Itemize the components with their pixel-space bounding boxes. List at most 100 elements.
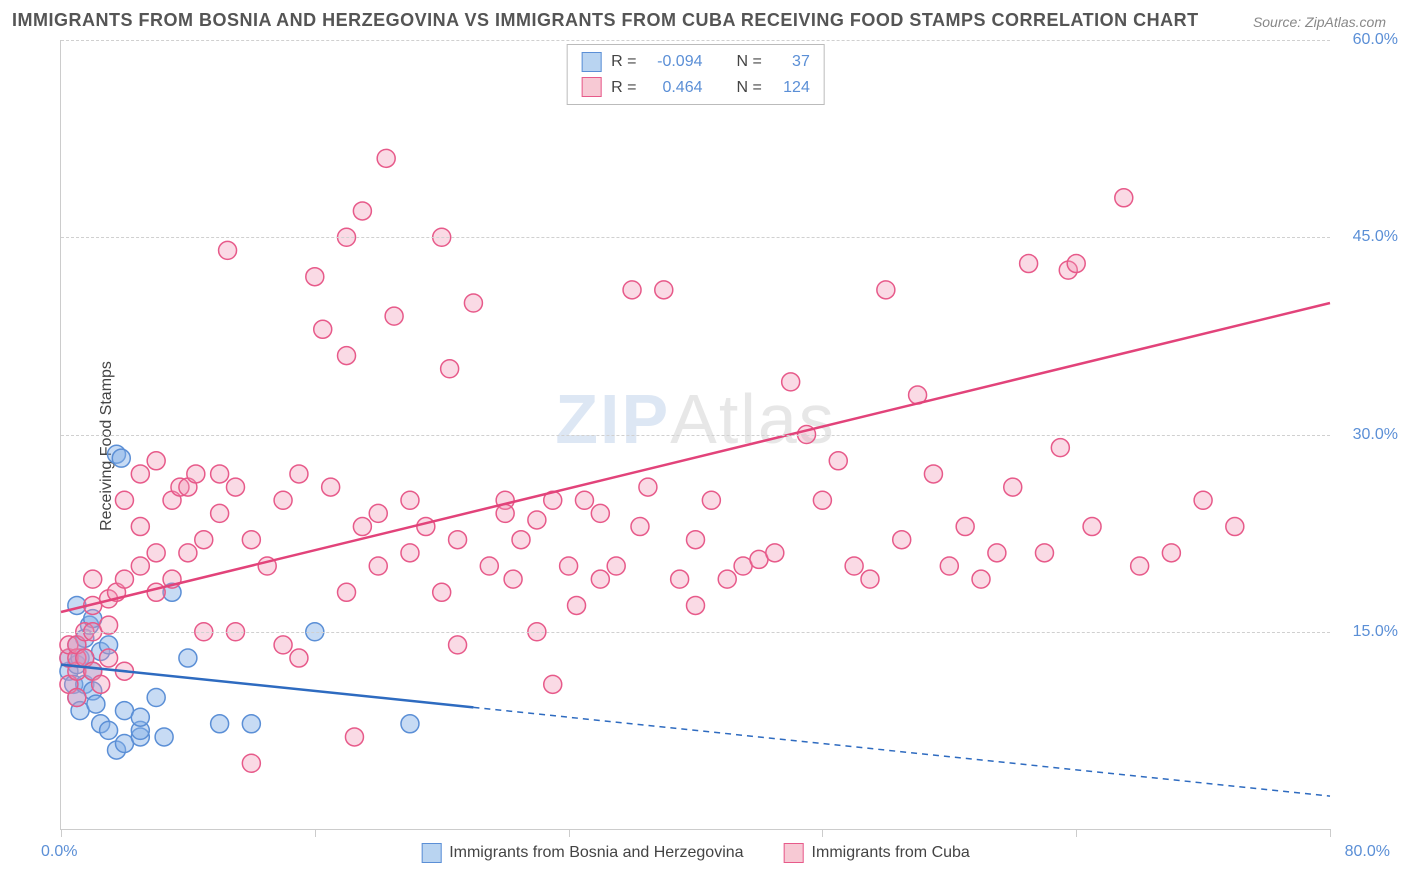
data-point-cuba (972, 570, 990, 588)
data-point-bosnia (179, 649, 197, 667)
data-point-cuba (68, 689, 86, 707)
series-legend-item: Immigrants from Cuba (784, 843, 970, 863)
data-point-cuba (147, 544, 165, 562)
data-point-bosnia (401, 715, 419, 733)
data-point-cuba (345, 728, 363, 746)
data-point-cuba (512, 531, 530, 549)
data-point-bosnia (242, 715, 260, 733)
data-point-cuba (274, 491, 292, 509)
data-point-cuba (1131, 557, 1149, 575)
data-point-cuba (639, 478, 657, 496)
series-legend-label: Immigrants from Bosnia and Herzegovina (449, 844, 743, 862)
y-tick-label: 15.0% (1353, 623, 1398, 641)
y-tick-label: 60.0% (1353, 31, 1398, 49)
data-point-bosnia (147, 689, 165, 707)
data-point-cuba (417, 518, 435, 536)
stats-legend-row: R =0.464N =124 (581, 75, 810, 101)
data-point-cuba (607, 557, 625, 575)
data-point-cuba (940, 557, 958, 575)
data-point-cuba (1226, 518, 1244, 536)
data-point-cuba (631, 518, 649, 536)
data-point-cuba (353, 202, 371, 220)
data-point-cuba (115, 570, 133, 588)
data-point-cuba (369, 504, 387, 522)
x-axis-max-label: 80.0% (1345, 843, 1390, 861)
source-attribution: Source: ZipAtlas.com (1253, 14, 1386, 30)
data-point-cuba (147, 452, 165, 470)
data-point-cuba (290, 465, 308, 483)
data-point-cuba (401, 544, 419, 562)
data-point-cuba (575, 491, 593, 509)
data-point-cuba (84, 570, 102, 588)
data-point-cuba (211, 465, 229, 483)
data-point-cuba (441, 360, 459, 378)
legend-swatch (784, 843, 804, 863)
x-tick (315, 829, 316, 837)
data-point-cuba (1115, 189, 1133, 207)
data-point-cuba (306, 268, 324, 286)
data-point-cuba (1067, 255, 1085, 273)
legend-r-value: -0.094 (647, 49, 703, 75)
legend-r-label: R = (611, 49, 636, 75)
data-point-cuba (845, 557, 863, 575)
trend-line-bosnia (61, 665, 473, 708)
data-point-cuba (988, 544, 1006, 562)
legend-n-value: 124 (772, 75, 810, 101)
data-point-cuba (242, 754, 260, 772)
data-point-cuba (377, 149, 395, 167)
data-point-bosnia (155, 728, 173, 746)
data-point-cuba (1020, 255, 1038, 273)
stats-legend-row: R =-0.094N =37 (581, 49, 810, 75)
data-point-cuba (1004, 478, 1022, 496)
data-point-cuba (179, 544, 197, 562)
data-point-cuba (861, 570, 879, 588)
series-legend-label: Immigrants from Cuba (812, 844, 970, 862)
legend-r-value: 0.464 (647, 75, 703, 101)
y-tick-label: 45.0% (1353, 228, 1398, 246)
data-point-cuba (623, 281, 641, 299)
data-point-cuba (369, 557, 387, 575)
data-point-cuba (195, 531, 213, 549)
legend-swatch (581, 52, 601, 72)
data-point-cuba (401, 491, 419, 509)
data-point-cuba (560, 557, 578, 575)
series-legend: Immigrants from Bosnia and Herzegovina Im… (421, 843, 970, 863)
data-point-cuba (219, 241, 237, 259)
data-point-cuba (449, 531, 467, 549)
data-point-cuba (702, 491, 720, 509)
data-point-bosnia (131, 708, 149, 726)
data-point-cuba (433, 583, 451, 601)
data-point-cuba (338, 347, 356, 365)
trend-line-dashed-bosnia (473, 707, 1330, 796)
data-point-cuba (1051, 439, 1069, 457)
y-tick-label: 30.0% (1353, 426, 1398, 444)
chart-container: IMMIGRANTS FROM BOSNIA AND HERZEGOVINA V… (0, 0, 1406, 892)
data-point-cuba (92, 675, 110, 693)
data-point-bosnia (211, 715, 229, 733)
data-point-cuba (1194, 491, 1212, 509)
data-point-cuba (956, 518, 974, 536)
data-point-cuba (568, 596, 586, 614)
data-point-cuba (322, 478, 340, 496)
data-point-cuba (338, 583, 356, 601)
gridline (61, 40, 1330, 41)
gridline (61, 237, 1330, 238)
data-point-cuba (829, 452, 847, 470)
x-tick (1076, 829, 1077, 837)
data-point-cuba (480, 557, 498, 575)
data-point-cuba (655, 281, 673, 299)
chart-title: IMMIGRANTS FROM BOSNIA AND HERZEGOVINA V… (12, 10, 1199, 31)
data-point-cuba (314, 320, 332, 338)
data-point-cuba (496, 504, 514, 522)
data-point-cuba (464, 294, 482, 312)
data-point-cuba (718, 570, 736, 588)
data-point-cuba (504, 570, 522, 588)
gridline (61, 632, 1330, 633)
data-point-cuba (1162, 544, 1180, 562)
data-point-cuba (147, 583, 165, 601)
data-point-cuba (211, 504, 229, 522)
x-tick (569, 829, 570, 837)
data-point-cuba (877, 281, 895, 299)
legend-swatch (581, 77, 601, 97)
x-axis-min-label: 0.0% (41, 843, 77, 861)
